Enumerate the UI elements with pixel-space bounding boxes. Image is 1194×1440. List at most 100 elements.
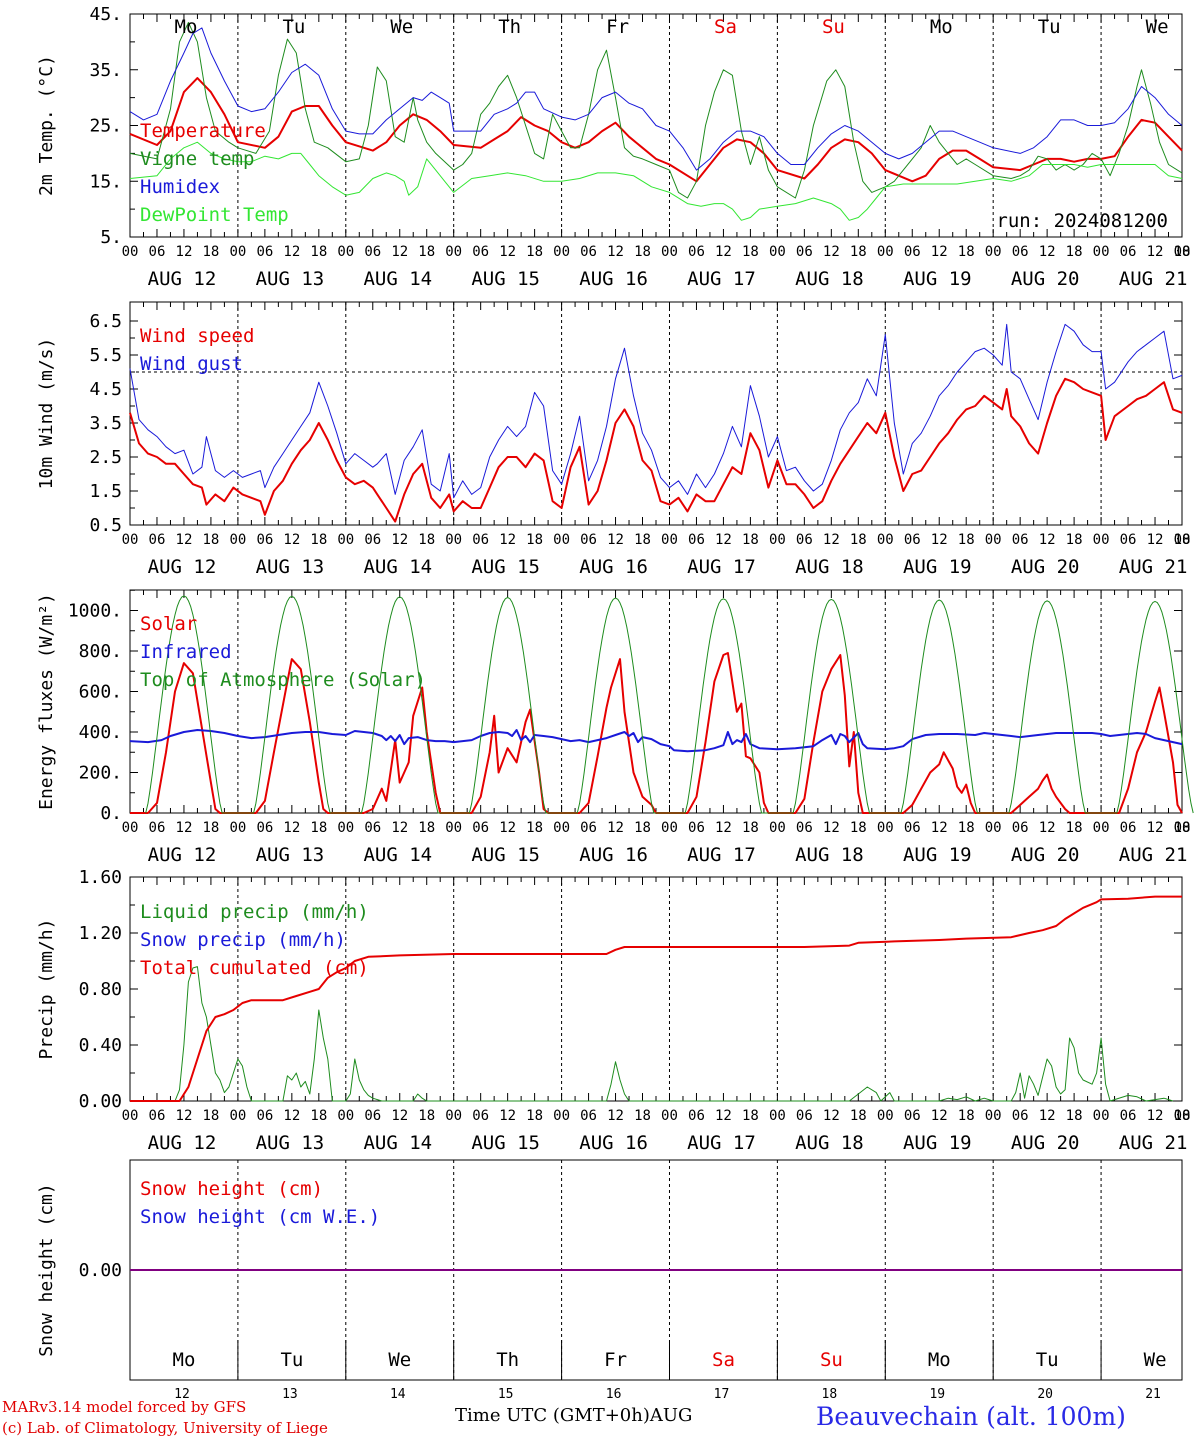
hour-label: 06: [904, 244, 921, 260]
hour-label: 12: [1039, 244, 1056, 260]
y-tick-label: 1.5: [89, 481, 122, 502]
date-label: AUG 21: [1119, 556, 1188, 578]
hour-label: 18: [418, 820, 435, 836]
hour-label: 00: [337, 820, 354, 836]
date-label: AUG 19: [903, 556, 972, 578]
hour-label: 12: [283, 820, 300, 836]
hour-label: 06: [364, 1108, 381, 1124]
hour-label: 12: [391, 820, 408, 836]
hour-label: 06: [904, 532, 921, 548]
hour-label: 12: [391, 1108, 408, 1124]
hour-label: 18: [1066, 1108, 1083, 1124]
hour-label: 00: [553, 820, 570, 836]
hour-label: 12: [283, 244, 300, 260]
y-tick-label: 5.: [100, 227, 122, 248]
hour-label: 12: [931, 1108, 948, 1124]
hour-label: 00: [1093, 532, 1110, 548]
hour-label: 12: [176, 244, 193, 260]
series-wind-gust-line: [129, 323, 1183, 499]
hour-label: 00: [122, 1108, 139, 1124]
hour-label: 18: [634, 244, 651, 260]
y-axis-label: 2m Temp. (°C): [36, 55, 57, 196]
y-tick-label: 3.5: [89, 413, 122, 434]
date-label: AUG 15: [471, 1132, 540, 1154]
hour-label: 18: [958, 244, 975, 260]
legend-solar: Solar: [140, 613, 197, 635]
weekday-label: We: [388, 1349, 411, 1371]
legend-dewpoint-temp: DewPoint Temp: [140, 204, 289, 226]
hour-label: 06: [149, 532, 166, 548]
panel-3: [129, 589, 1194, 814]
hour-label: 06: [1012, 244, 1029, 260]
hour-label: 18: [958, 1108, 975, 1124]
hour-label: 18: [1174, 820, 1191, 836]
hour-label: 00: [985, 532, 1002, 548]
weekday-label: Su: [822, 16, 845, 38]
hour-label: 12: [1039, 1108, 1056, 1124]
y-axis-label: Energy fluxes (W/m²): [36, 593, 57, 810]
hour-label: 00: [1093, 820, 1110, 836]
hour-label: 12: [176, 1108, 193, 1124]
weekday-label: Tu: [1038, 16, 1061, 38]
y-tick-label: 800.: [79, 641, 122, 662]
hour-label: 00: [445, 532, 462, 548]
legend-humidex: Humidex: [140, 176, 220, 198]
legend-snow-height-cm-w-e: Snow height (cm W.E.): [140, 1206, 380, 1228]
hour-label: 00: [122, 244, 139, 260]
hour-label: 00: [553, 1108, 570, 1124]
date-label: AUG 17: [687, 268, 756, 290]
date-label: AUG 14: [363, 844, 432, 866]
y-tick-label: 15.: [89, 171, 122, 192]
y-axis-label: Precip (mm/h): [36, 919, 57, 1060]
hour-label: 18: [202, 820, 219, 836]
date-label: AUG 21: [1119, 268, 1188, 290]
day-number-label: 15: [498, 1387, 514, 1402]
hour-label: 00: [553, 532, 570, 548]
weekday-label: Mo: [930, 16, 953, 38]
hour-label: 00: [769, 820, 786, 836]
hour-label: 12: [1147, 1108, 1164, 1124]
hour-label: 00: [122, 820, 139, 836]
hour-label: 12: [1147, 820, 1164, 836]
day-number-label: 20: [1037, 1387, 1053, 1402]
hour-label: 00: [985, 1108, 1002, 1124]
legend-infrared: Infrared: [140, 641, 232, 663]
date-label: AUG 12: [148, 844, 217, 866]
date-label: AUG 17: [687, 844, 756, 866]
hour-label: 12: [176, 532, 193, 548]
hour-label: 06: [364, 820, 381, 836]
date-label: AUG 12: [148, 556, 217, 578]
hour-label: 18: [1174, 1108, 1191, 1124]
y-tick-label: 25.: [89, 116, 122, 137]
weekday-label: Tu: [1036, 1349, 1059, 1371]
y-tick-label: 0.00: [79, 1260, 122, 1281]
hour-label: 18: [526, 820, 543, 836]
hour-label: 12: [823, 1108, 840, 1124]
hour-label: 00: [1174, 1108, 1191, 1124]
hour-label: 00: [661, 244, 678, 260]
hour-label: 06: [472, 1108, 489, 1124]
y-tick-label: 1000.: [68, 601, 122, 622]
hour-label: 12: [1147, 244, 1164, 260]
hour-label: 06: [472, 244, 489, 260]
hour-label: 06: [580, 532, 597, 548]
hour-label: 06: [149, 820, 166, 836]
legend-temperature: Temperature: [140, 120, 266, 142]
y-tick-label: 400.: [79, 722, 122, 743]
hour-label: 18: [310, 820, 327, 836]
hour-label: 06: [688, 1108, 705, 1124]
hour-label: 18: [850, 244, 867, 260]
hour-label: 18: [1174, 532, 1191, 548]
hour-label: 06: [149, 1108, 166, 1124]
hour-label: 18: [958, 532, 975, 548]
hour-label: 00: [337, 1108, 354, 1124]
date-label: AUG 16: [579, 844, 648, 866]
hour-label: 18: [1066, 532, 1083, 548]
hour-label: 06: [364, 244, 381, 260]
hour-label: 00: [445, 244, 462, 260]
month-label: AUG: [649, 1405, 693, 1426]
hour-label: 06: [688, 820, 705, 836]
hour-label: 06: [256, 244, 273, 260]
panel-2: [129, 301, 1183, 526]
hour-label: 12: [499, 1108, 516, 1124]
